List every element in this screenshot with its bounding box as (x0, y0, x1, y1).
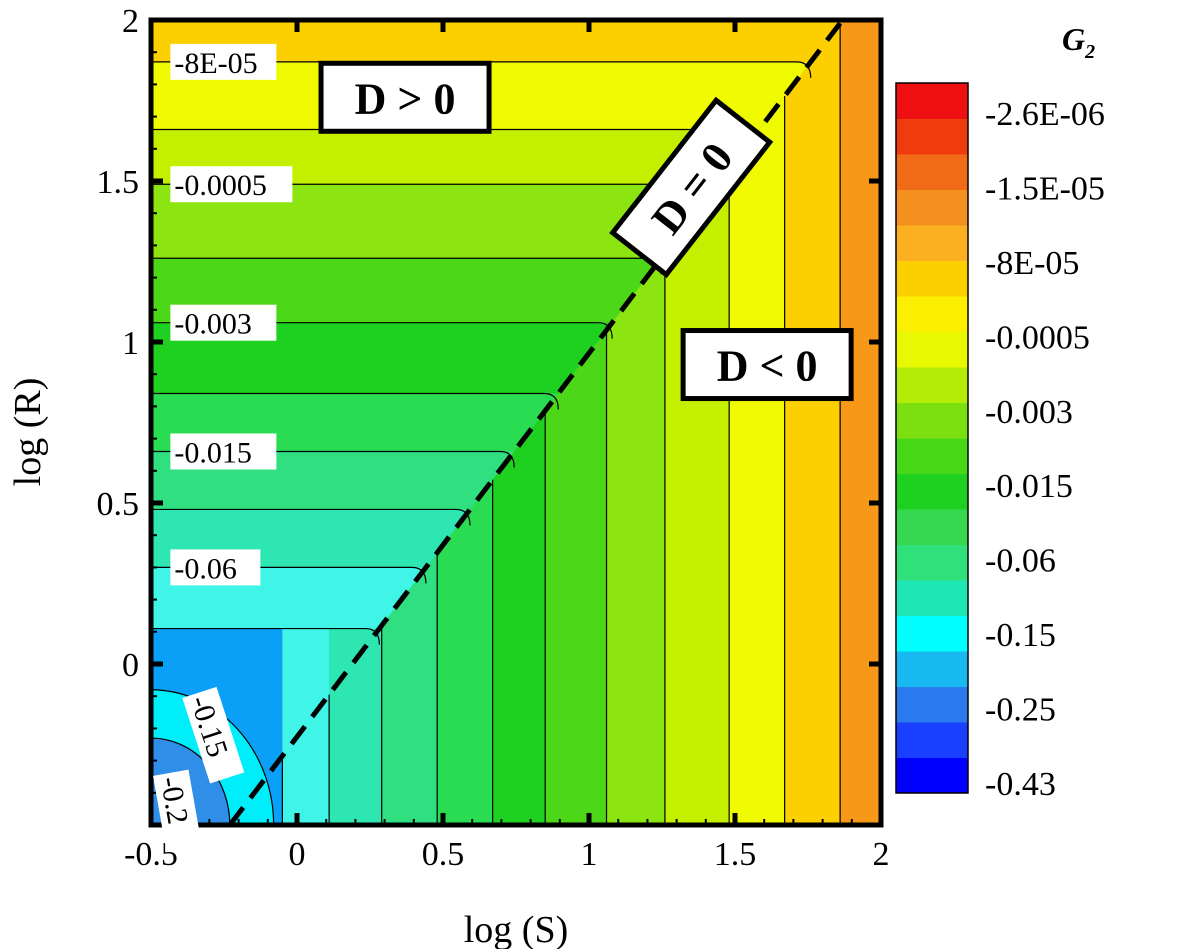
colorbar-label: -8E-05 (985, 245, 1079, 282)
colorbar-swatch (896, 757, 968, 794)
colorbar-swatches (896, 83, 968, 794)
x-tick-label: 2 (873, 836, 890, 873)
colorbar-swatch (896, 615, 968, 652)
contour-fill-layer (151, 20, 881, 825)
contour-label-text: -0.003 (174, 308, 252, 341)
x-tick-label: 1 (581, 836, 598, 873)
contour-label-box (182, 686, 245, 784)
colorbar-swatch (896, 367, 968, 403)
plot-area (151, 20, 881, 825)
y-tick-label: 0 (122, 647, 139, 684)
x-axis-title: log (S) (464, 909, 569, 949)
x-tick-label: 0 (289, 836, 306, 873)
colorbar-title: G2 (1062, 21, 1095, 63)
top-band-fill (151, 20, 841, 62)
colorbar-swatch (896, 260, 968, 297)
colorbar-swatch (896, 225, 968, 261)
colorbar-label: -0.15 (985, 617, 1056, 654)
colorbar-label: -0.003 (985, 394, 1073, 431)
colorbar: -2.6E-06 -1.5E-05 -8E-05 -0.0005 -0.003 -0.01… (895, 21, 1105, 803)
y-tick-label: 2 (122, 3, 139, 40)
colorbar-swatch (896, 580, 968, 616)
contour-label: -0.0005 (170, 166, 293, 203)
contour-label-box (153, 769, 202, 849)
y-axis-ticks: 0 0.5 1 1.5 2 (97, 3, 881, 828)
x-tick-label: 1.5 (714, 836, 757, 873)
x-tick-label: 0.5 (422, 836, 465, 873)
colorbar-label: -0.06 (985, 543, 1056, 580)
contour-label: -0.06 (170, 549, 261, 586)
contour-label-text: -0.015 (174, 436, 252, 469)
contour-label-box (170, 166, 293, 203)
contour-label-box (170, 43, 277, 80)
region-label-text: D > 0 (355, 74, 456, 123)
contour-label-text: -0.2 (154, 774, 195, 827)
y-axis-title: log (R) (7, 378, 49, 487)
region-label-text: D < 0 (717, 342, 818, 391)
colorbar-label: -0.015 (985, 468, 1073, 505)
colorbar-swatch (896, 473, 968, 510)
x-axis-ticks: -0.5 0 0.5 1 1.5 2 (124, 20, 890, 873)
contour-label-text: -0.06 (174, 552, 237, 585)
region-labels: D > 0D < 0D = 0 (318, 60, 854, 402)
y-tick-label: 1 (122, 325, 139, 362)
colorbar-title-subscript: 2 (1084, 41, 1095, 63)
colorbar-swatch (896, 686, 968, 723)
colorbar-label: -0.43 (985, 766, 1056, 803)
colorbar-labels: -2.6E-06 -1.5E-05 -8E-05 -0.0005 -0.003 -0.01… (985, 96, 1105, 803)
colorbar-swatch (896, 331, 968, 368)
colorbar-swatch (896, 154, 968, 190)
colorbar-swatch (896, 438, 968, 474)
colorbar-swatch (896, 544, 968, 581)
colorbar-swatch (896, 509, 968, 545)
horizontal-contour-line (151, 392, 559, 410)
colorbar-label: -0.25 (985, 692, 1056, 729)
right-edge-band-fill (840, 20, 881, 825)
colorbar-label: -1.5E-05 (985, 170, 1105, 207)
colorbar-swatch (896, 83, 968, 119)
contour-label-text: -8E-05 (174, 47, 257, 80)
region-label-box (318, 60, 492, 134)
region-label: D < 0 (680, 328, 854, 402)
contour-label-box (170, 433, 277, 470)
plot-frame (148, 17, 884, 828)
y-tick-label: 1.5 (97, 164, 140, 201)
top-right-band-fill (784, 20, 841, 62)
corner-contour-line (151, 689, 275, 825)
colorbar-swatch (896, 651, 968, 687)
horizontal-contour-line (151, 450, 515, 468)
y-tick-label: 0.5 (97, 486, 140, 523)
colorbar-swatch (896, 722, 968, 758)
contour-label: -8E-05 (170, 43, 277, 80)
region-label-box (609, 96, 774, 279)
colorbar-swatch (896, 402, 968, 439)
colorbar-swatch (896, 189, 968, 226)
colorbar-title-letter: G (1062, 21, 1085, 57)
colorbar-frame (895, 82, 969, 794)
colorbar-swatch (896, 296, 968, 332)
colorbar-swatch (896, 118, 968, 155)
contour-label: -0.003 (170, 304, 277, 341)
region-label: D > 0 (318, 60, 492, 134)
contour-label: -0.2 (153, 769, 202, 849)
colorbar-label: -0.0005 (985, 319, 1090, 356)
contour-label: -0.015 (170, 433, 277, 470)
contour-label-text: -0.0005 (174, 169, 266, 202)
contour-label-box (170, 549, 261, 586)
region-label-box (680, 328, 854, 402)
contour-label-box (170, 304, 277, 341)
colorbar-label: -2.6E-06 (985, 96, 1105, 133)
